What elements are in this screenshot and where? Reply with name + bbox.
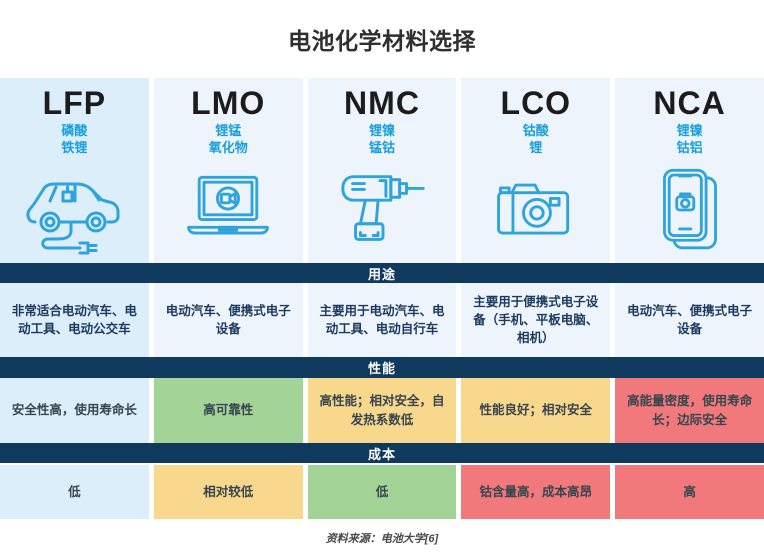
performance-cell-nmc: 高性能；相对安全，自发热系数低 [307, 378, 457, 443]
performance-cell-lmo: 高可靠性 [153, 378, 303, 443]
column-acronym: LMO [191, 85, 266, 121]
performance-cell-lco: 性能良好；相对安全 [461, 378, 611, 443]
column-subtitle: 锂镍 钴铝 [676, 123, 703, 156]
usage-cell-lco: 主要用于便携式电子设备（手机、平板电脑、相机） [461, 283, 611, 357]
source-note: 资料来源：电池大学[6] [325, 533, 439, 545]
section-label: 用途 [367, 266, 396, 282]
performance-cell-nca: 高能量密度，使用寿命长；边际安全 [615, 378, 764, 443]
cost-cell-lmo: 相对较低 [153, 465, 303, 519]
cost-cell-lfp: 低 [0, 465, 149, 519]
section-label: 性能 [367, 361, 396, 376]
cost-cell-nmc: 低 [307, 465, 457, 519]
usage-cell-lmo: 电动汽车、便携式电子设备 [153, 283, 303, 357]
column-subtitle: 锂镍 锰钴 [368, 123, 395, 156]
column-acronym: NCA [653, 85, 726, 121]
usage-row: 非常适合电动汽车、电动工具、电动公交车 电动汽车、便携式电子设备 主要用于电动汽… [0, 283, 764, 357]
cost-cell-nca: 高 [615, 465, 764, 519]
cost-row: 低 相对较低 低 钴含量高，成本高昂 高 [0, 465, 764, 519]
electric-car-icon [0, 157, 149, 263]
usage-cell-lfp: 非常适合电动汽车、电动工具、电动公交车 [0, 283, 149, 357]
performance-cell-lfp: 安全性高，使用寿命长 [0, 378, 149, 443]
usage-cell-nca: 电动汽车、便携式电子设备 [615, 283, 764, 357]
column-subtitle: 钴酸 锂 [522, 123, 549, 156]
column-subtitle: 磷酸 铁锂 [61, 123, 88, 156]
column-acronym: NMC [344, 85, 420, 121]
laptop-icon [154, 157, 303, 263]
column-header-lmo: LMO 锂锰 氧化物 [153, 78, 303, 263]
performance-row: 安全性高，使用寿命长 高可靠性 高性能；相对安全，自发热系数低 性能良好；相对安… [0, 378, 764, 443]
column-header-nmc: NMC 锂镍 锰钴 [307, 78, 457, 263]
section-band-cost: 成本 [0, 443, 764, 463]
drill-icon [308, 157, 457, 263]
camera-icon [461, 157, 610, 263]
cost-cell-lco: 钴含量高，成本高昂 [461, 465, 611, 519]
column-subtitle: 锂锰 氧化物 [208, 123, 248, 156]
column-header-row: LFP 磷酸 铁锂 LMO [0, 78, 764, 263]
title-bar: 电池化学材料选择 [0, 0, 764, 78]
footer: 资料来源：电池大学[6] [0, 519, 764, 557]
section-band-performance: 性能 [0, 357, 764, 378]
section-band-usage: 用途 [0, 263, 764, 283]
column-header-nca: NCA 锂镍 钴铝 [615, 78, 764, 263]
section-label: 成本 [367, 446, 396, 462]
column-header-lfp: LFP 磷酸 铁锂 [0, 78, 149, 263]
usage-cell-nmc: 主要用于电动汽车、电动工具、电动自行车 [307, 283, 457, 357]
smartphone-icon [615, 157, 764, 263]
page-title: 电池化学材料选择 [288, 28, 476, 54]
column-acronym: LFP [42, 85, 107, 121]
column-header-lco: LCO 钴酸 锂 [461, 78, 611, 263]
column-acronym: LCO [500, 85, 572, 121]
